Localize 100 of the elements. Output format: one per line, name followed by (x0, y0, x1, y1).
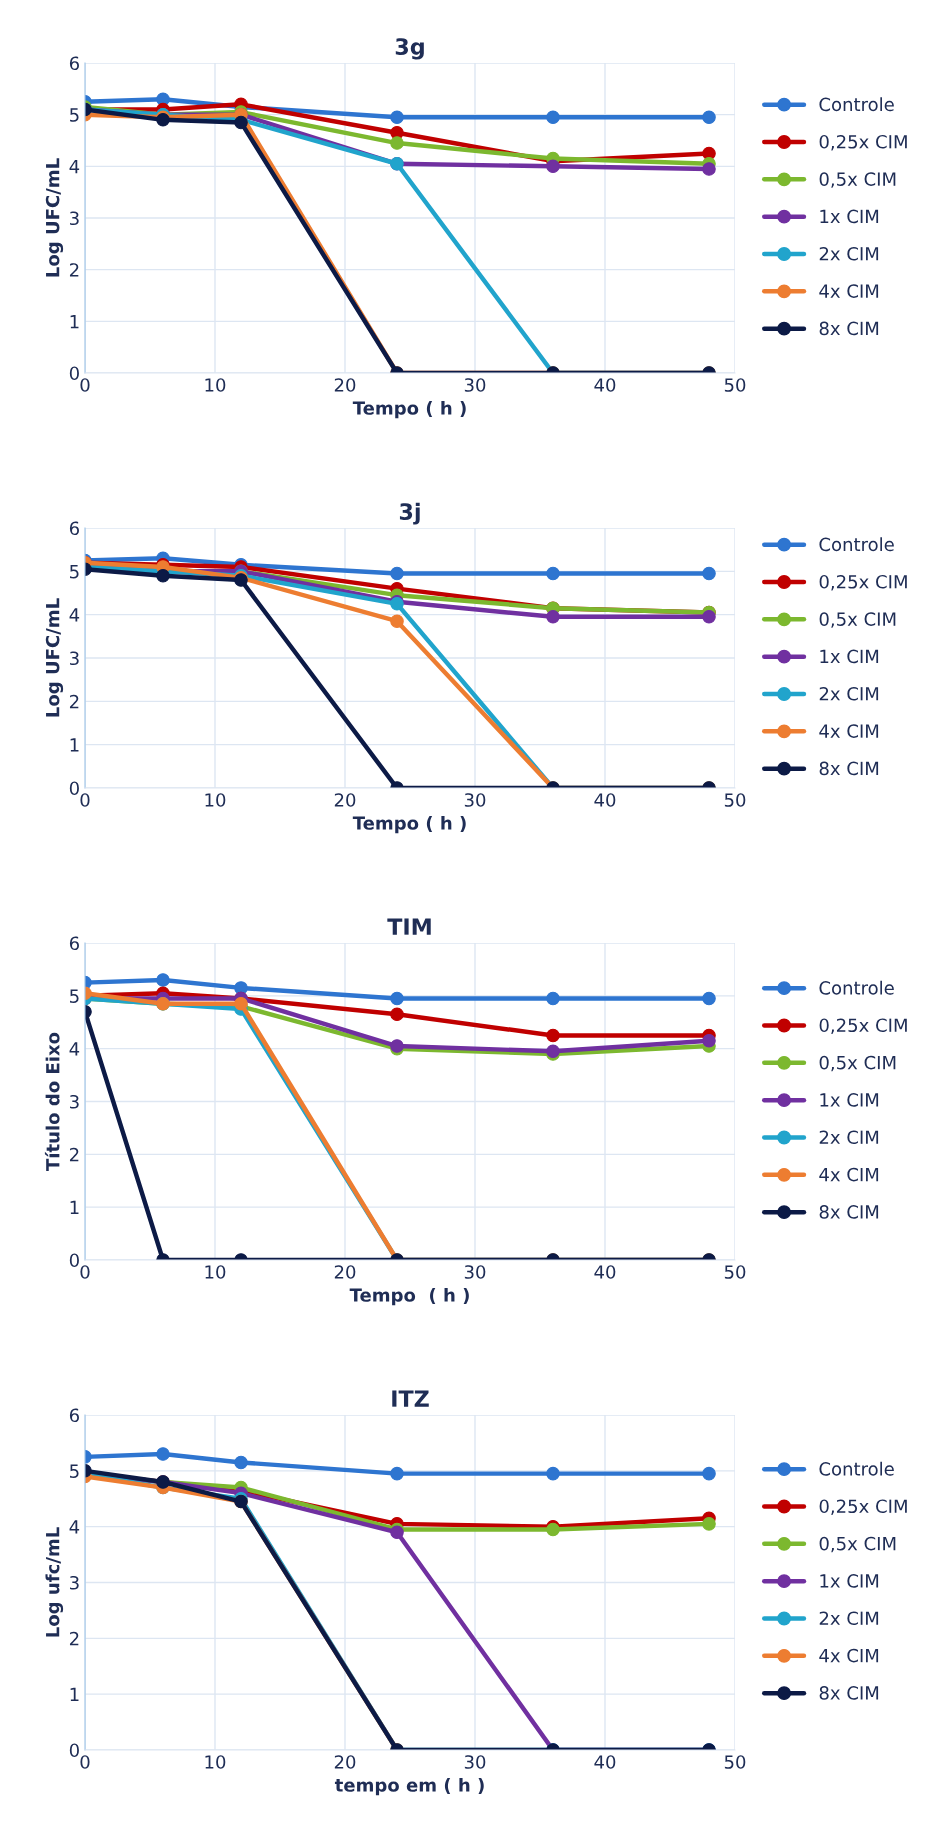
y-tick-label: 6 (69, 56, 79, 71)
y-tick-label: 1 (70, 738, 79, 752)
x-tick-label: 30 (464, 1265, 486, 1279)
point (546, 1466, 560, 1481)
x-tick-label: 20 (334, 793, 356, 807)
legend-label: Controle (819, 537, 894, 552)
legend-label: 0,25x CIM (819, 134, 907, 151)
x-tick-label: 0 (80, 378, 90, 392)
point (702, 1466, 716, 1481)
point (390, 566, 404, 581)
y-tick-label: 1 (70, 1687, 79, 1702)
y-tick-label: 0 (69, 1743, 79, 1758)
y-tick-label: 2 (69, 694, 79, 709)
y-tick-label: 0 (69, 1253, 79, 1268)
legend-label: 2x CIM (819, 246, 879, 261)
x-tick-label: 0 (80, 793, 90, 807)
legend-label: 1x CIM (820, 209, 879, 224)
legend-label: 2x CIM (819, 686, 879, 701)
legend-label: 0,5x CIM (819, 1055, 896, 1072)
y-tick-label: 4 (69, 608, 80, 622)
legend-label: 0,5x CIM (819, 1536, 896, 1553)
chart-title: ITZ (392, 1390, 429, 1407)
legend-label: 1x CIM (820, 649, 879, 664)
x-axis-title: Tempo ( h ) (352, 400, 466, 419)
x-tick-label: 0 (80, 1755, 90, 1769)
x-tick-label: 10 (205, 1265, 226, 1279)
y-tick-label: 1 (70, 315, 79, 329)
y-tick-label: 0 (69, 366, 79, 381)
chart-title: 3g (395, 38, 424, 60)
point (390, 1466, 404, 1481)
y-axis-title: Log UFC/mL (45, 158, 64, 277)
y-tick-label: 3 (70, 651, 79, 666)
x-tick-label: 30 (464, 1755, 486, 1769)
legend-label: 2x CIM (819, 1611, 879, 1626)
y-tick-label: 6 (69, 936, 79, 951)
x-axis-title: Tempo ( h ) (349, 1287, 469, 1306)
point (702, 1517, 716, 1531)
point (390, 1007, 404, 1022)
y-tick-label: 5 (70, 108, 79, 122)
x-tick-label: 10 (205, 378, 226, 392)
x-tick-label: 20 (334, 1265, 356, 1279)
x-tick-label: 40 (594, 793, 616, 807)
legend-label: 4x CIM (819, 724, 879, 738)
point (546, 1028, 560, 1043)
legend-label: 1x CIM (820, 1093, 879, 1107)
y-tick-label: 2 (69, 1147, 79, 1162)
point (390, 136, 404, 150)
y-tick-label: 3 (70, 1575, 79, 1590)
x-axis-title: Tempo ( h ) (352, 815, 466, 834)
point (702, 566, 716, 581)
point (546, 110, 560, 125)
point (702, 162, 716, 176)
x-tick-label: 40 (594, 1265, 616, 1279)
legend-label: 8x CIM (819, 1686, 879, 1700)
x-tick-label: 40 (594, 1755, 616, 1769)
x-tick-label: 30 (464, 793, 486, 807)
y-tick-label: 4 (69, 160, 80, 174)
legend-label: 0,25x CIM (819, 1018, 907, 1034)
point (156, 568, 170, 583)
point (390, 110, 404, 125)
point (234, 1455, 248, 1470)
x-tick-label: 50 (724, 1265, 746, 1279)
y-axis-title: Título do Eixo (44, 1032, 60, 1171)
point (156, 1447, 170, 1461)
x-tick-label: 10 (205, 793, 226, 807)
x-tick-label: 30 (464, 378, 486, 392)
y-tick-label: 5 (70, 1464, 79, 1478)
legend-label: 8x CIM (819, 321, 879, 336)
legend-label: 4x CIM (819, 284, 879, 298)
legend-label: Controle (819, 97, 894, 112)
y-tick-label: 4 (69, 1520, 80, 1534)
point (156, 973, 170, 987)
y-tick-label: 5 (70, 989, 79, 1003)
y-tick-label: 6 (69, 521, 79, 536)
y-tick-label: 2 (69, 1631, 79, 1646)
x-tick-label: 50 (724, 793, 746, 807)
x-tick-label: 20 (334, 378, 356, 392)
point (702, 991, 716, 1006)
legend-label: 1x CIM (820, 1574, 879, 1588)
y-tick-label: 6 (69, 1408, 79, 1423)
y-tick-label: 0 (69, 781, 79, 796)
point (702, 110, 716, 125)
point (546, 566, 560, 581)
x-tick-label: 0 (80, 1265, 90, 1279)
y-tick-label: 3 (70, 1094, 79, 1109)
y-axis-title: Log ufc/mL (45, 1527, 64, 1637)
chart-title: TIM (387, 918, 431, 935)
point (546, 610, 560, 624)
point (546, 991, 560, 1006)
point (390, 614, 404, 628)
legend-label: Controle (819, 980, 894, 995)
legend-label: 4x CIM (819, 1648, 879, 1663)
chart-title: 3j (399, 502, 420, 525)
legend-label: 8x CIM (819, 1205, 879, 1219)
point (702, 1033, 716, 1048)
point (546, 159, 560, 174)
y-tick-label: 2 (69, 263, 79, 277)
point (702, 610, 716, 624)
legend-label: 0,5x CIM (819, 172, 896, 188)
y-tick-label: 5 (70, 565, 79, 579)
